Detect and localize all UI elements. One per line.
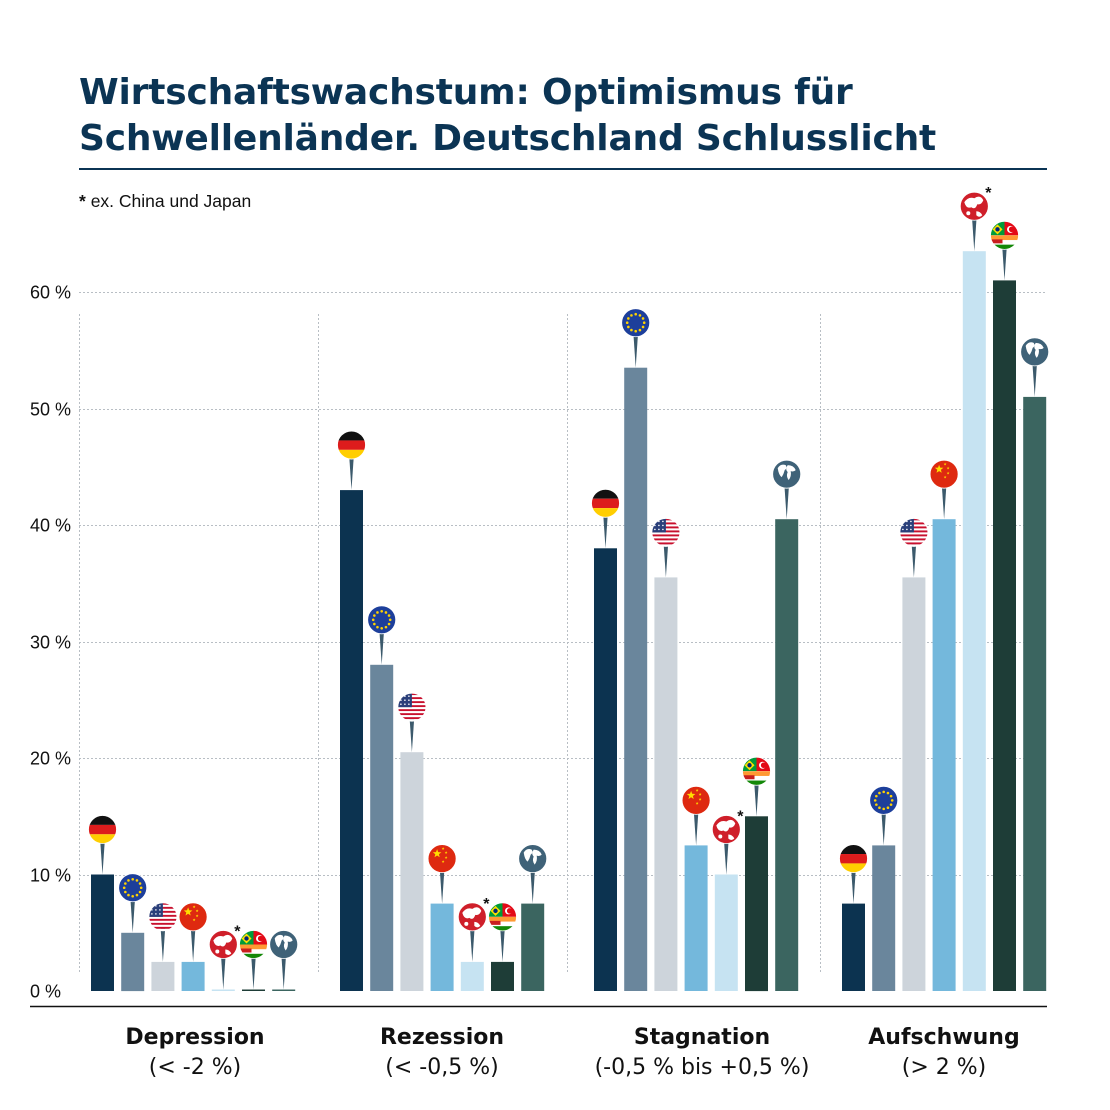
bar-globe-1 [521,903,545,991]
y-tick-label: 30 % [30,633,71,653]
bar-eu-flag-2 [624,367,648,991]
usa-flag-icon [899,518,929,547]
bar-emerging-markets-flags-1 [491,961,514,991]
category-label: Stagnation [634,1025,770,1050]
emerging-markets-flags-icon [239,930,268,959]
category-label: Rezession [380,1025,504,1050]
footnote-asterisk: * [79,191,86,211]
germany-flag-icon [839,844,868,874]
category-range-label: (> 2 %) [902,1055,987,1080]
bar-eu-flag-0 [121,932,145,992]
bar-globe-0 [272,989,296,991]
germany-flag-icon [591,488,620,518]
category-range-label: (< -0,5 %) [385,1055,498,1080]
bar-asia-pacific-map-3 [962,251,986,991]
bar-eu-flag-1 [370,664,394,991]
bar-china-flag-0 [181,961,205,991]
asterisk-mark: * [737,809,744,826]
globe-icon [772,459,802,489]
bar-china-flag-2 [684,845,708,991]
bar-globe-3 [1023,396,1047,991]
category-range-label: (-0,5 % bis +0,5 %) [595,1055,810,1080]
bar-asia-pacific-map-2 [714,874,738,991]
bar-usa-flag-2 [654,577,678,991]
footnote-text: ex. China und Japan [90,191,252,211]
usa-flag-icon [148,902,178,932]
eu-flag-icon [367,605,397,635]
asia-pacific-map-icon [457,902,487,932]
emerging-markets-flags-icon [488,902,517,932]
eu-flag-icon [869,785,899,815]
emerging-markets-flags-icon [990,220,1019,250]
eu-flag-icon [118,873,148,903]
globe-icon [269,930,299,959]
bar-germany-flag-3 [842,903,865,991]
bar-asia-pacific-map-0 [211,989,235,991]
y-tick-label: 20 % [30,749,71,769]
bar-usa-flag-1 [400,752,424,991]
emerging-markets-flags-icon [742,756,771,786]
y-tick-label: 50 % [30,400,71,420]
asia-pacific-map-icon [208,930,238,959]
china-flag-icon [681,785,711,815]
germany-flag-icon [88,815,117,844]
y-tick-label: 0 % [30,982,61,1002]
eu-flag-icon [621,308,651,338]
china-flag-icon [427,844,457,874]
globe-icon [1020,337,1050,367]
y-tick-label: 40 % [30,516,71,536]
asterisk-mark: * [483,896,490,913]
category-label: Aufschwung [868,1025,1019,1050]
bar-china-flag-3 [932,519,956,991]
bar-germany-flag-0 [91,874,114,991]
bar-germany-flag-1 [340,490,363,991]
bar-usa-flag-3 [902,577,926,991]
chart-title: Wirtschaftswachstum: Optimismus für Schw… [79,72,937,159]
footnote: * ex. China und Japan [79,191,251,212]
bar-germany-flag-2 [594,548,617,991]
y-tick-label: 60 % [30,283,71,303]
bar-globe-2 [775,519,799,991]
globe-icon [518,844,548,874]
bar-emerging-markets-flags-0 [242,989,265,991]
usa-flag-icon [651,518,681,547]
y-tick-label: 10 % [30,866,71,886]
asterisk-mark: * [985,185,992,202]
bar-emerging-markets-flags-2 [745,816,768,992]
bar-emerging-markets-flags-3 [993,280,1016,991]
usa-flag-icon [397,692,427,722]
asia-pacific-map-icon [959,191,989,221]
bar-china-flag-1 [430,903,454,991]
china-flag-icon [178,902,208,932]
bar-eu-flag-3 [872,845,896,991]
china-flag-icon [929,459,959,489]
category-range-label: (< -2 %) [149,1055,241,1080]
asia-pacific-map-icon [711,815,741,844]
category-label: Depression [125,1025,264,1050]
bar-asia-pacific-map-1 [460,961,484,991]
germany-flag-icon [337,430,366,460]
title-divider [79,168,1047,170]
bar-usa-flag-0 [151,961,175,991]
asterisk-mark: * [234,924,241,941]
